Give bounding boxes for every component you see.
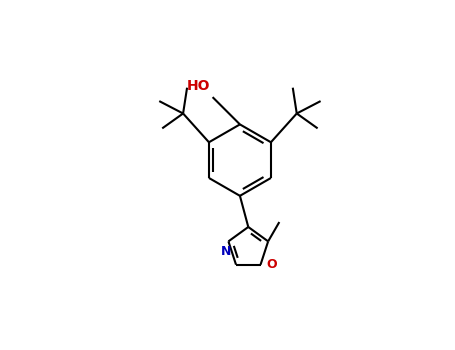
Text: O: O xyxy=(267,258,277,271)
Text: N: N xyxy=(221,245,232,258)
Text: HO: HO xyxy=(187,79,210,93)
